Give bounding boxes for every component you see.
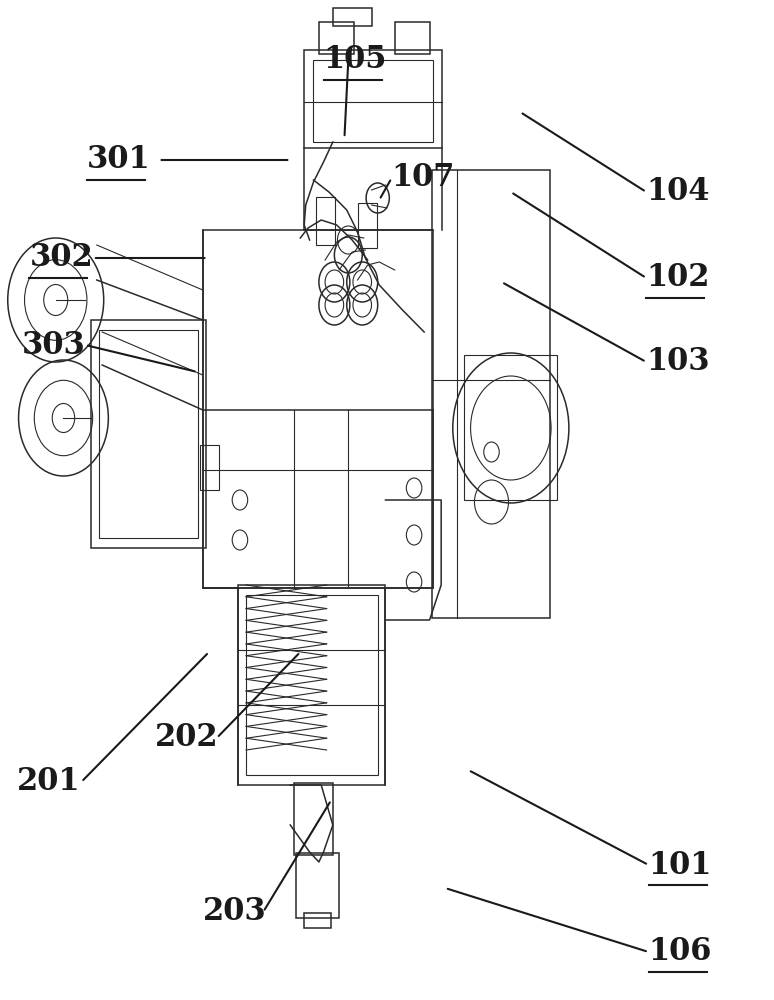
Bar [99, 330, 198, 538]
Bar [246, 595, 378, 775]
Text: 203: 203 [203, 896, 266, 928]
Bar [296, 853, 339, 918]
Text: 302: 302 [29, 242, 93, 273]
Bar [203, 230, 433, 588]
Text: 201: 201 [17, 766, 80, 798]
Bar [200, 445, 219, 490]
Text: 107: 107 [392, 162, 455, 194]
Text: 202: 202 [155, 722, 218, 754]
Bar [304, 913, 331, 928]
Bar [313, 60, 433, 142]
Bar [464, 355, 557, 500]
Text: 303: 303 [22, 330, 86, 360]
Bar [91, 320, 206, 548]
Bar [358, 203, 377, 248]
Text: 102: 102 [646, 262, 710, 294]
Bar [304, 50, 442, 148]
Text: 105: 105 [324, 44, 387, 76]
Bar [432, 170, 550, 618]
Bar [333, 8, 372, 26]
Text: 103: 103 [646, 347, 710, 377]
Text: 101: 101 [649, 850, 712, 880]
Text: 104: 104 [646, 176, 710, 208]
Bar [316, 197, 335, 245]
Bar [395, 22, 430, 54]
Text: 106: 106 [649, 936, 712, 968]
Bar [319, 22, 354, 54]
Bar [238, 585, 385, 785]
Bar [294, 783, 333, 855]
Text: 301: 301 [87, 144, 150, 176]
